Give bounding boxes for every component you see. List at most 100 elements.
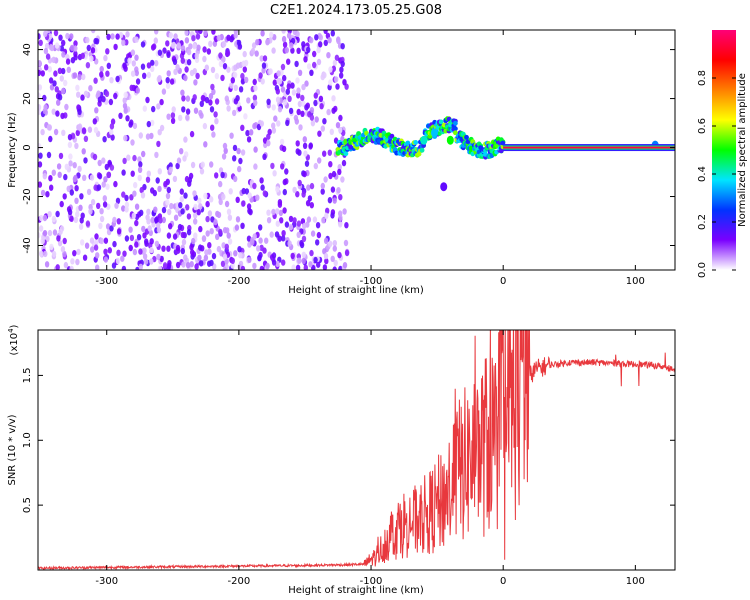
heatmap-noise-cell [205, 230, 210, 237]
heatmap-noise-cell [91, 30, 96, 34]
heatmap-noise-cell [140, 63, 146, 70]
heatmap-noise-cell [203, 30, 208, 37]
heatmap-noise-cell [150, 119, 155, 127]
heatmap-noise-cell [103, 176, 108, 183]
heatmap-noise-cell [170, 42, 176, 49]
heatmap-noise-cell [93, 126, 99, 134]
heatmap-signal-cell [392, 147, 398, 152]
heatmap-noise-cell [104, 90, 110, 98]
heatmap-noise-cell [46, 30, 51, 34]
heatmap-noise-cell [54, 42, 60, 49]
heatmap-noise-cell [223, 147, 228, 154]
x-tick-label: -100 [360, 276, 383, 287]
heatmap-noise-cell [220, 260, 226, 267]
heatmap-noise-cell [138, 132, 143, 139]
heatmap-noise-cell [294, 60, 299, 68]
heatmap-noise-cell [88, 85, 93, 92]
heatmap-noise-cell [271, 127, 277, 134]
heatmap-noise-cell [318, 41, 323, 48]
heatmap-noise-cell [292, 217, 297, 224]
heatmap-noise-cell [75, 211, 80, 218]
heatmap-noise-cell [106, 62, 112, 69]
heatmap-noise-cell [176, 42, 181, 49]
heatmap-noise-cell [53, 70, 58, 77]
heatmap-noise-cell [252, 78, 257, 86]
heatmap-noise-cell [301, 191, 306, 198]
heatmap-noise-cell [252, 182, 257, 190]
heatmap-noise-cell [75, 84, 80, 92]
heatmap-noise-cell [323, 176, 328, 183]
heatmap-noise-cell [42, 230, 48, 237]
heatmap-noise-cell [154, 151, 159, 159]
heatmap-noise-cell [306, 184, 311, 191]
heatmap-noise-cell [210, 83, 215, 91]
heatmap-noise-cell [238, 252, 243, 259]
heatmap-noise-cell [246, 235, 252, 242]
heatmap-noise-cell [302, 136, 307, 143]
heatmap-noise-cell [225, 50, 231, 57]
heatmap-noise-cell [230, 77, 235, 84]
heatmap-noise-cell [105, 70, 110, 77]
heatmap-noise-cell [218, 60, 224, 68]
heatmap-noise-cell [101, 157, 106, 164]
heatmap-noise-cell [323, 30, 328, 34]
heatmap-noise-cell [296, 87, 301, 94]
heatmap-noise-cell [38, 84, 43, 91]
heatmap-noise-cell [221, 40, 227, 48]
heatmap-noise-cell [240, 222, 245, 229]
heatmap-noise-cell [69, 33, 74, 40]
heatmap-noise-cell [284, 221, 290, 228]
heatmap-noise-cell [323, 252, 329, 260]
heatmap-noise-cell [297, 69, 303, 77]
heatmap-noise-cell [301, 257, 306, 265]
heatmap-noise-cell [141, 150, 146, 158]
heatmap-noise-cell [320, 188, 325, 195]
heatmap-noise-cell [338, 214, 343, 221]
x-tick-label: -200 [228, 276, 251, 287]
heatmap-noise-cell [93, 184, 98, 191]
heatmap-noise-cell [62, 79, 68, 87]
heatmap-noise-cell [168, 166, 173, 173]
heatmap-noise-cell [142, 253, 148, 260]
heatmap-noise-cell [262, 137, 268, 144]
heatmap-noise-cell [288, 224, 294, 231]
heatmap-noise-cell [69, 44, 75, 52]
heatmap-noise-cell [259, 55, 264, 62]
heatmap-noise-cell [199, 260, 204, 267]
heatmap-noise-cell [296, 108, 301, 116]
heatmap-noise-cell [120, 255, 125, 262]
heatmap-noise-cell [60, 246, 66, 253]
heatmap-noise-cell [134, 36, 139, 43]
heatmap-noise-cell [224, 95, 229, 102]
heatmap-noise-cell [315, 239, 320, 246]
heatmap-noise-cell [67, 208, 73, 216]
heatmap-noise-cell [112, 216, 117, 224]
heatmap-noise-cell [331, 107, 336, 114]
heatmap-noise-cell [301, 83, 306, 91]
heatmap-noise-cell [317, 130, 322, 137]
heatmap-noise-cell [121, 191, 126, 198]
heatmap-noise-cell [196, 209, 201, 216]
heatmap-signal-cell [498, 148, 504, 154]
heatmap-noise-cell [198, 30, 203, 35]
heatmap-noise-cell [307, 195, 313, 202]
heatmap-noise-cell [89, 237, 95, 244]
heatmap-noise-cell [69, 215, 74, 222]
heatmap-noise-cell [80, 52, 86, 59]
heatmap-noise-cell [55, 264, 60, 270]
heatmap-noise-cell [251, 42, 257, 49]
heatmap-noise-cell [224, 200, 230, 208]
heatmap-noise-cell [173, 68, 178, 76]
heatmap-noise-cell [214, 98, 220, 105]
x-tick-label: -300 [95, 576, 118, 587]
heatmap-noise-cell [211, 252, 217, 260]
heatmap-noise-cell [258, 72, 263, 79]
heatmap-noise-cell [106, 171, 111, 179]
heatmap-noise-cell [297, 257, 302, 264]
heatmap-noise-cell [67, 134, 73, 141]
heatmap-noise-cell [285, 119, 290, 127]
heatmap-noise-cell [154, 60, 159, 67]
heatmap-x-ticks: -300 -200 -100 0 100 [95, 30, 645, 287]
heatmap-noise-cell [186, 59, 192, 66]
heatmap-noise-cell [275, 220, 280, 227]
